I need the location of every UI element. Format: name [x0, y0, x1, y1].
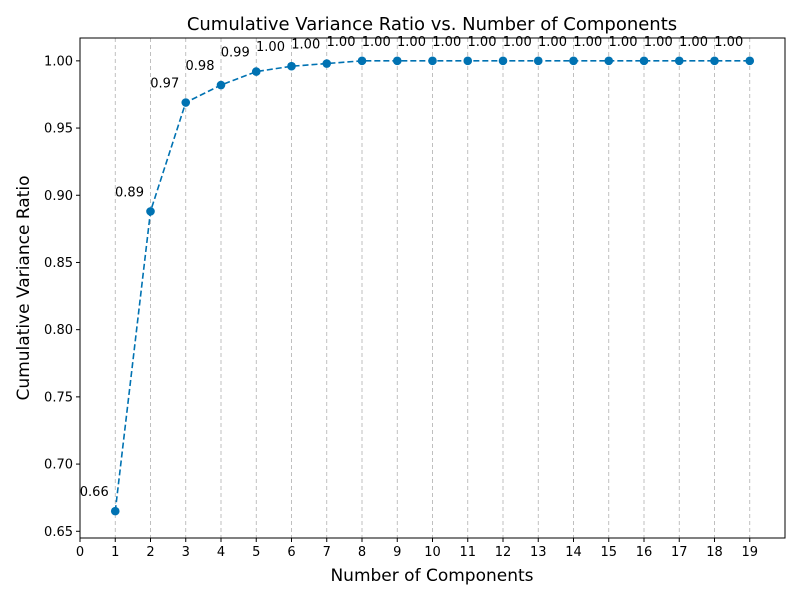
data-point — [639, 56, 649, 66]
data-label: 0.66 — [80, 485, 109, 500]
x-tick-label: 6 — [287, 545, 295, 560]
data-point — [322, 59, 332, 68]
data-point — [604, 56, 614, 66]
data-label: 0.89 — [115, 185, 144, 200]
data-label: 1.00 — [432, 35, 461, 50]
y-tick-label: 0.80 — [44, 323, 73, 338]
plot-frame — [79, 37, 786, 539]
data-label: 1.00 — [644, 35, 673, 50]
data-label: 1.00 — [538, 35, 567, 50]
x-tick-label: 3 — [182, 545, 190, 560]
data-label: 1.00 — [573, 35, 602, 50]
data-label: 0.98 — [186, 59, 215, 74]
data-point — [674, 56, 684, 66]
data-label: 1.00 — [468, 35, 497, 50]
x-tick-label: 1 — [111, 545, 119, 560]
y-tick-label: 0.65 — [44, 525, 73, 540]
y-axis-label: Cumulative Variance Ratio — [14, 176, 34, 401]
data-label: 1.00 — [327, 35, 356, 50]
y-tick-label: 0.85 — [44, 256, 73, 271]
data-point — [181, 98, 191, 107]
x-tick-label: 9 — [393, 545, 401, 560]
data-point — [533, 56, 543, 66]
x-tick-label: 17 — [671, 545, 688, 560]
data-point — [710, 56, 719, 66]
data-label: 1.00 — [397, 35, 426, 50]
y-tick-label: 0.95 — [44, 122, 73, 137]
data-point — [392, 56, 402, 66]
data-label: 1.00 — [362, 35, 391, 50]
data-label: 1.00 — [503, 35, 532, 50]
data-label: 0.97 — [150, 77, 179, 92]
x-tick-label: 13 — [530, 545, 547, 560]
x-tick-label: 18 — [706, 545, 723, 560]
data-label: 0.99 — [221, 46, 250, 61]
y-tick-label: 1.00 — [44, 54, 73, 69]
x-tick-label: 8 — [358, 545, 366, 560]
grid — [79, 38, 751, 538]
chart-title: Cumulative Variance Ratio vs. Number of … — [187, 14, 677, 35]
x-tick-label: 10 — [424, 545, 441, 560]
data-label: 1.00 — [256, 40, 285, 55]
x-tick-label: 7 — [323, 545, 331, 560]
x-tick-label: 19 — [741, 545, 758, 560]
x-tick-label: 4 — [217, 545, 225, 560]
y-tick-label: 0.75 — [44, 390, 73, 405]
x-tick-label: 0 — [76, 545, 84, 560]
data-point — [146, 207, 155, 216]
data-point — [569, 56, 578, 66]
data-label: 1.00 — [291, 38, 320, 53]
data-point — [498, 56, 508, 66]
y-tick-label: 0.70 — [44, 458, 73, 473]
data-label: 1.00 — [714, 35, 743, 50]
data-point — [428, 56, 437, 66]
data-point — [357, 56, 367, 66]
data-point — [216, 80, 226, 90]
x-tick-label: 15 — [600, 545, 617, 560]
data-point — [463, 56, 473, 66]
data-point — [110, 506, 120, 516]
x-tick-label: 2 — [146, 545, 154, 560]
data-point — [287, 61, 296, 71]
data-label: 1.00 — [679, 35, 708, 50]
data-point — [251, 67, 261, 76]
x-tick-label: 11 — [459, 545, 476, 560]
data-labels: 0.66 0.89 0.97 0.98 0.99 1.00 1.00 1.00 1.00 1.00… — [80, 35, 743, 500]
axis-ticks: 0 1 2 3 4 5 6 7 8 9 10 11 12 13 14 15 16 17 18 190.650.700.… — [44, 54, 758, 560]
data-label: 1.00 — [609, 35, 638, 50]
x-axis-label: Number of Components — [330, 566, 533, 586]
x-tick-label: 12 — [495, 545, 512, 560]
x-tick-label: 14 — [565, 545, 582, 560]
x-tick-label: 5 — [252, 545, 260, 560]
x-tick-label: 16 — [636, 545, 653, 560]
data-point — [745, 56, 755, 66]
y-tick-label: 0.90 — [44, 189, 73, 204]
series — [110, 56, 755, 516]
